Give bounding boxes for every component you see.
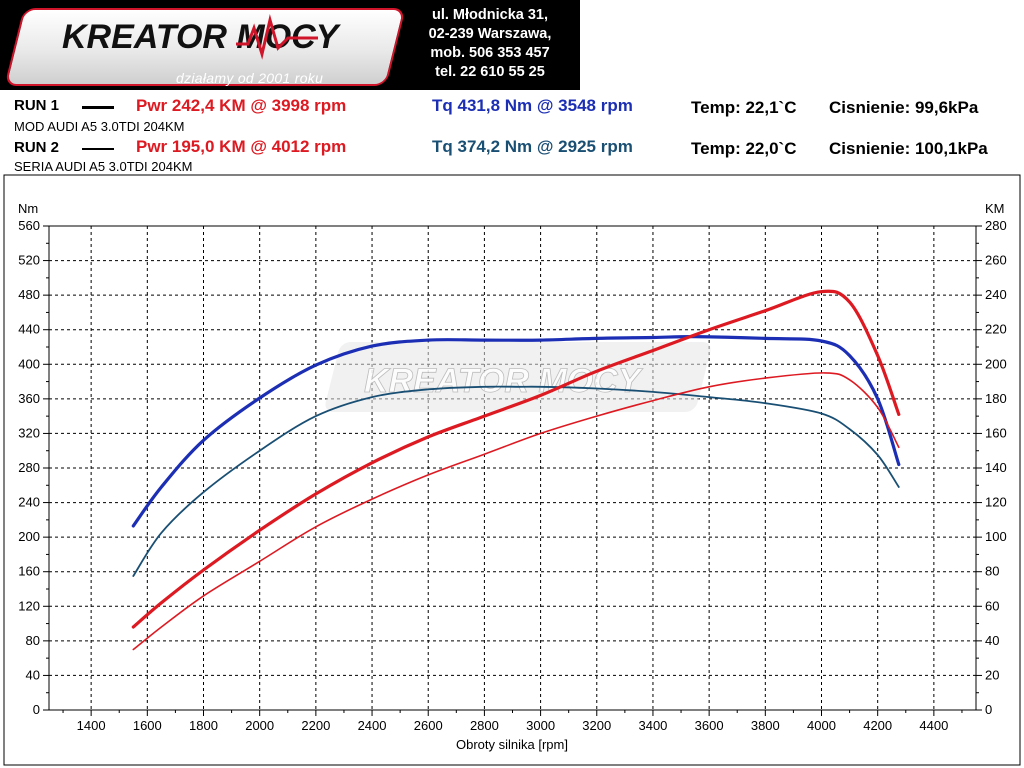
x-tick-label: 3600	[695, 718, 724, 733]
x-tick-label: 1400	[77, 718, 106, 733]
y-left-tick-label: 0	[33, 702, 40, 717]
x-tick-label: 3400	[638, 718, 667, 733]
y-right-tick-label: 100	[985, 529, 1007, 544]
logo-wordmark: KREATOR MOCY	[62, 14, 342, 60]
y-left-tick-label: 160	[18, 564, 40, 579]
power-run2-line	[132, 372, 900, 651]
x-tick-label: 2600	[414, 718, 443, 733]
y-right-tick-label: 200	[985, 356, 1007, 371]
power-run1-line	[131, 289, 901, 629]
torque-run2-line	[132, 385, 900, 577]
y-left-tick-label: 400	[18, 356, 40, 371]
watermark-text: KREATOR MOCY	[364, 362, 644, 400]
x-tick-label: 2000	[245, 718, 274, 733]
torque-run1-line	[131, 334, 901, 528]
chart-grid	[49, 226, 976, 710]
logo-tagline: działamy od 2001 roku	[176, 70, 324, 86]
y-right-tick-label: 240	[985, 287, 1007, 302]
y-left-tick-label: 40	[26, 667, 40, 682]
run2-temp: Temp: 22,0`C	[691, 139, 797, 158]
x-tick-label: 1600	[133, 718, 162, 733]
x-tick-label: 3000	[526, 718, 555, 733]
chart-series	[131, 289, 901, 651]
watermark-badge	[325, 342, 711, 412]
run1-label: RUN 1	[14, 97, 60, 114]
y-right-tick-label: 280	[985, 218, 1007, 233]
y-right-tick-label: 180	[985, 391, 1007, 406]
run1-torque: Tq 431,8 Nm @ 3548 rpm	[432, 96, 633, 115]
y-left-tick-label: 240	[18, 495, 40, 510]
x-tick-label: 1800	[189, 718, 218, 733]
run2-label: RUN 2	[14, 139, 60, 156]
address-mobile: mob. 506 353 457	[430, 45, 550, 61]
y-left-tick-label: 200	[18, 529, 40, 544]
y-right-tick-label: 80	[985, 564, 999, 579]
x-tick-label: 2400	[358, 718, 387, 733]
x-tick-label: 4400	[919, 718, 948, 733]
run2-line-sample	[82, 148, 114, 150]
y-left-tick-label: 80	[26, 633, 40, 648]
x-tick-label: 4200	[863, 718, 892, 733]
run1-temp: Temp: 22,1`C	[691, 98, 797, 117]
logo-banner: KREATOR MOCY działamy od 2001 roku ul. M…	[0, 0, 580, 90]
chart-axes: 1400 1600 1800 2000 2200 2400 2600 2800 3000 3200…	[18, 218, 1006, 733]
address-phone: tel. 22 610 55 25	[435, 64, 545, 80]
y-right-tick-label: 40	[985, 633, 999, 648]
y-left-tick-label: 560	[18, 218, 40, 233]
run1-description: MOD AUDI A5 3.0TDI 204KM	[14, 119, 185, 134]
y-left-tick-label: 320	[18, 425, 40, 440]
run1-power: Pwr 242,4 KM @ 3998 rpm	[136, 96, 347, 115]
heartbeat-icon	[236, 14, 318, 60]
y-left-tick-label: 520	[18, 253, 40, 268]
x-tick-label: 3200	[582, 718, 611, 733]
y-right-tick-label: 120	[985, 495, 1007, 510]
y-right-unit: KM	[985, 201, 1005, 216]
y-right-tick-label: 0	[985, 702, 992, 717]
y-right-tick-label: 220	[985, 322, 1007, 337]
watermark: KREATOR MOCY	[325, 342, 711, 412]
y-right-tick-label: 140	[985, 460, 1007, 475]
y-right-tick-label: 60	[985, 598, 999, 613]
y-left-tick-label: 440	[18, 322, 40, 337]
y-right-tick-label: 160	[985, 425, 1007, 440]
run2-power: Pwr 195,0 KM @ 4012 rpm	[136, 137, 347, 156]
x-tick-label: 4000	[807, 718, 836, 733]
y-left-tick-label: 280	[18, 460, 40, 475]
x-tick-label: 3800	[751, 718, 780, 733]
run2-description: SERIA AUDI A5 3.0TDI 204KM	[14, 159, 193, 174]
run1-pressure: Cisnienie: 99,6kPa	[829, 98, 979, 117]
run2-pressure: Cisnienie: 100,1kPa	[829, 139, 988, 158]
x-tick-label: 2800	[470, 718, 499, 733]
y-right-tick-label: 260	[985, 253, 1007, 268]
chart-frame	[3, 174, 1021, 766]
y-right-tick-label: 20	[985, 667, 999, 682]
run2-torque: Tq 374,2 Nm @ 2925 rpm	[432, 137, 633, 156]
y-left-tick-label: 480	[18, 287, 40, 302]
y-left-tick-label: 120	[18, 598, 40, 613]
y-left-tick-label: 360	[18, 391, 40, 406]
run1-line-sample	[82, 106, 114, 109]
x-axis-title: Obroty silnika [rpm]	[456, 737, 568, 752]
address-city: 02-239 Warszawa,	[428, 26, 552, 42]
x-tick-label: 2200	[301, 718, 330, 733]
address-street: ul. Młodnicka 31,	[431, 7, 549, 23]
y-left-unit: Nm	[18, 201, 38, 216]
contact-address: ul. Młodnicka 31, 02-239 Warszawa, mob. …	[400, 6, 580, 82]
